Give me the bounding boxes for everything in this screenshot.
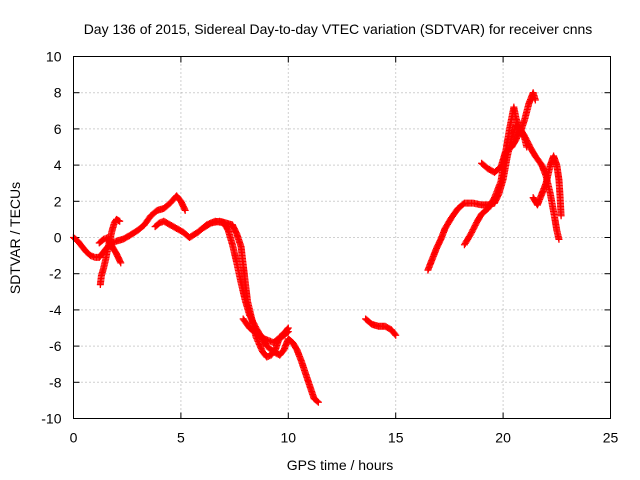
series-arc-10: [478, 125, 563, 243]
y-tick-label: -6: [49, 338, 62, 354]
x-tick-label: 15: [388, 430, 404, 446]
data-point: [313, 397, 321, 405]
data-point: [531, 96, 539, 104]
y-tick-label: -10: [41, 411, 61, 427]
data-point: [314, 398, 322, 406]
y-tick-label: 6: [54, 121, 62, 137]
x-tick-label: 0: [70, 430, 78, 446]
data-point: [555, 235, 563, 243]
data-point: [116, 217, 124, 225]
y-tick-label: 0: [54, 230, 62, 246]
series-arc-3: [95, 234, 125, 267]
y-tick-label: -2: [49, 266, 62, 282]
series-arc-7: [362, 315, 400, 339]
data-point: [181, 206, 189, 214]
axis-ticks: 0 5 10 15 20 25 -10 -8 -6 -4 -2 0 2 4 6 8 10: [41, 49, 618, 446]
y-axis-label: SDTVAR / TECUs: [7, 182, 23, 294]
y-tick-label: 8: [54, 85, 62, 101]
grid-lines: [73, 56, 611, 419]
series-arc-6: [239, 315, 292, 346]
x-tick-label: 25: [603, 430, 619, 446]
data-point: [283, 329, 291, 337]
series-arc-11: [529, 152, 565, 220]
y-tick-label: -8: [49, 374, 62, 390]
data-point: [284, 328, 292, 336]
data-point: [392, 331, 400, 339]
y-tick-label: 10: [46, 49, 62, 65]
y-tick-label: -4: [49, 302, 62, 318]
series-arc-4: [151, 217, 322, 406]
x-tick-label: 5: [177, 430, 185, 446]
data-point: [557, 212, 565, 220]
data-point: [391, 330, 399, 338]
x-tick-label: 10: [281, 430, 297, 446]
y-tick-label: 4: [54, 157, 62, 173]
data-series: [70, 89, 565, 406]
plot-frame: [73, 56, 611, 419]
chart-title: Day 136 of 2015, Sidereal Day-to-day VTE…: [84, 21, 593, 37]
data-point: [117, 259, 125, 267]
x-tick-label: 20: [495, 430, 511, 446]
y-tick-label: 2: [54, 193, 62, 209]
x-axis-label: GPS time / hours: [287, 457, 394, 473]
